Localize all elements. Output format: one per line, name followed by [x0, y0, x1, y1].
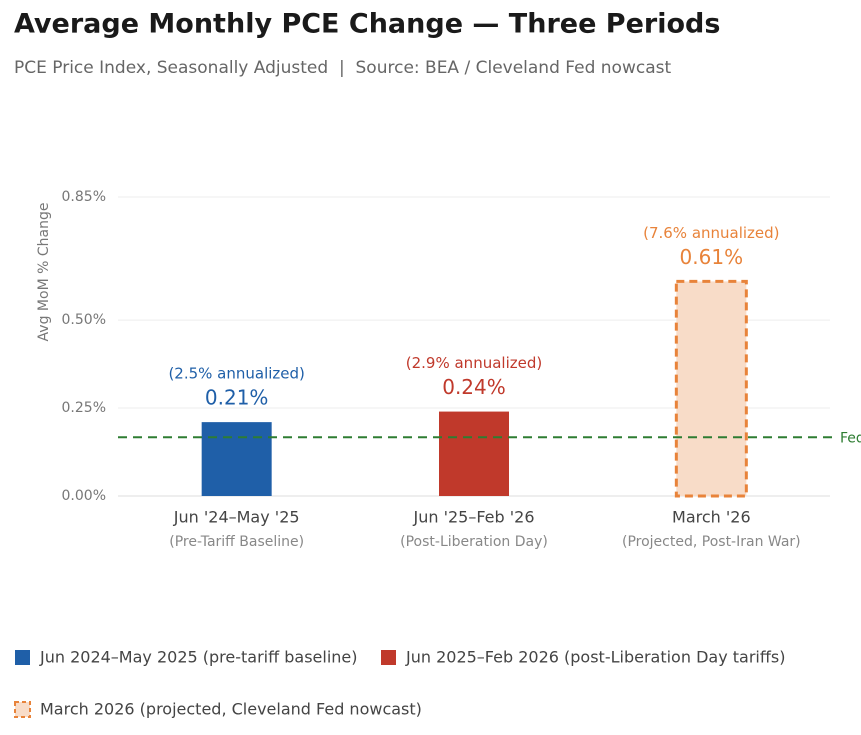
value-label: 0.21%	[205, 386, 269, 410]
x-tick-note: (Pre-Tariff Baseline)	[169, 534, 304, 550]
x-tick-label: March '26	[672, 508, 751, 527]
value-label: 0.61%	[680, 245, 744, 269]
legend-swatch	[14, 701, 31, 718]
y-tick-label: 0.00%	[62, 488, 106, 504]
reference-label: Fed	[840, 430, 861, 446]
y-tick-label: 0.85%	[62, 189, 106, 205]
y-axis-label: Avg MoM % Change	[36, 203, 52, 342]
legend-label: March 2026 (projected, Cleveland Fed now…	[40, 700, 422, 719]
annotation: (2.5% annualized)	[168, 365, 304, 383]
x-tick-label: Jun '24–May '25	[173, 508, 300, 527]
legend-swatch	[381, 650, 396, 665]
chart-subtitle: PCE Price Index, Seasonally Adjusted | S…	[14, 58, 671, 78]
bar	[439, 411, 509, 496]
annotation: (2.9% annualized)	[406, 354, 542, 372]
bar	[674, 279, 748, 498]
legend-label: Jun 2025–Feb 2026 (post-Liberation Day t…	[405, 648, 785, 667]
bar	[201, 422, 272, 496]
y-tick-label: 0.25%	[62, 400, 106, 416]
x-tick-note: (Post-Liberation Day)	[400, 534, 548, 550]
x-tick-label: Jun '25–Feb '26	[412, 508, 534, 527]
legend-swatch	[15, 650, 30, 665]
annotation: (7.6% annualized)	[643, 224, 779, 242]
x-tick-note: (Projected, Post-Iran War)	[622, 534, 801, 550]
y-tick-label: 0.50%	[62, 312, 106, 328]
legend-label: Jun 2024–May 2025 (pre-tariff baseline)	[39, 648, 357, 667]
chart-title: Average Monthly PCE Change — Three Perio…	[14, 9, 720, 40]
value-label: 0.24%	[442, 375, 506, 399]
